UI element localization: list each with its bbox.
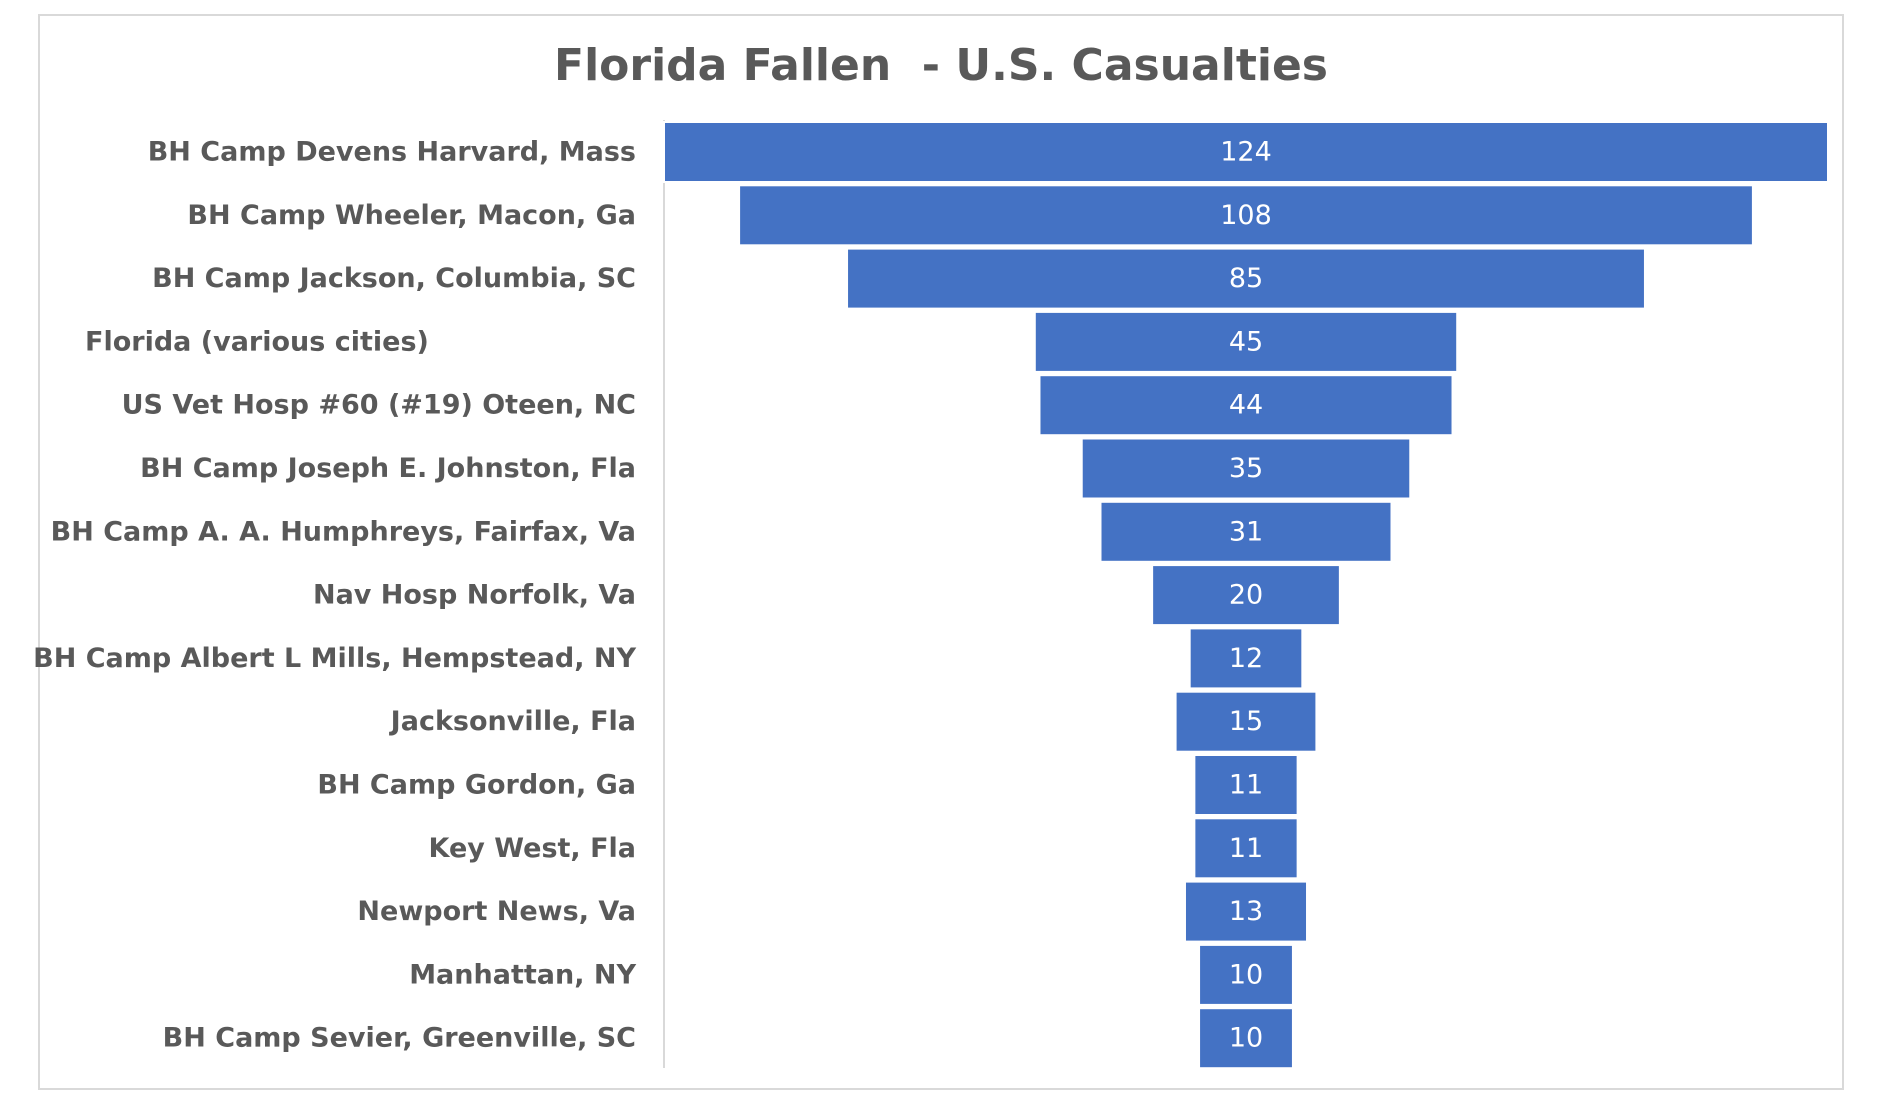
category-label: Florida (various cities) <box>85 326 429 357</box>
funnel-bar <box>1174 690 1318 753</box>
data-label: 13 <box>1229 896 1263 927</box>
funnel-bar <box>846 247 1646 310</box>
data-label: 35 <box>1229 453 1263 484</box>
category-label: Key West, Fla <box>429 833 636 864</box>
funnel-bar <box>738 184 1754 247</box>
data-label: 11 <box>1229 833 1263 864</box>
data-label: 15 <box>1229 706 1263 737</box>
funnel-bar <box>1080 437 1412 500</box>
category-label: BH Camp Joseph E. Johnston, Fla <box>140 453 636 484</box>
category-label: BH Camp Albert L Mills, Hempstead, NY <box>33 643 636 674</box>
funnel-bar <box>1183 880 1309 943</box>
chart-title: Florida Fallen - U.S. Casualties <box>554 40 1328 91</box>
funnel-bar <box>1151 564 1341 627</box>
data-label: 12 <box>1229 643 1263 674</box>
category-label: Nav Hosp Norfolk, Va <box>313 580 636 611</box>
funnel-bar <box>1193 754 1299 816</box>
funnel-bar <box>1198 943 1294 1006</box>
funnel-bar <box>1188 627 1304 690</box>
funnel-bar <box>663 121 1829 183</box>
category-label: BH Camp Gordon, Ga <box>317 770 636 801</box>
category-label: BH Camp A. A. Humphreys, Fairfax, Va <box>51 516 636 547</box>
category-label: BH Camp Sevier, Greenville, SC <box>163 1023 636 1054</box>
data-label: 108 <box>1220 200 1272 231</box>
data-label: 85 <box>1229 263 1263 294</box>
funnel-bar <box>1099 500 1393 563</box>
category-label: BH Camp Jackson, Columbia, SC <box>152 263 636 294</box>
category-label: Jacksonville, Fla <box>389 706 636 737</box>
data-label: 44 <box>1229 390 1263 421</box>
category-label: Manhattan, NY <box>409 959 636 990</box>
data-label: 10 <box>1229 1023 1263 1054</box>
funnel-bar <box>1198 1007 1294 1070</box>
category-label: BH Camp Devens Harvard, Mass <box>148 137 636 168</box>
data-label: 45 <box>1229 326 1263 357</box>
data-label: 20 <box>1229 580 1263 611</box>
data-label: 124 <box>1220 137 1272 168</box>
category-label: Newport News, Va <box>357 896 636 927</box>
data-label: 11 <box>1229 770 1263 801</box>
category-labels: BH Camp Devens Harvard, Mass BH Camp Whee… <box>33 137 636 1054</box>
funnel-bar <box>1038 374 1454 437</box>
category-label: BH Camp Wheeler, Macon, Ga <box>187 200 636 231</box>
bars: 124 108 85 45 44 35 31 20 12 15 11 11 13 10 10 <box>663 121 1829 1070</box>
data-label: 10 <box>1229 959 1263 990</box>
funnel-bar <box>1033 310 1459 373</box>
category-label: US Vet Hosp #60 (#19) Oteen, NC <box>122 390 636 421</box>
data-label: 31 <box>1229 516 1263 547</box>
funnel-bar <box>1193 817 1299 880</box>
